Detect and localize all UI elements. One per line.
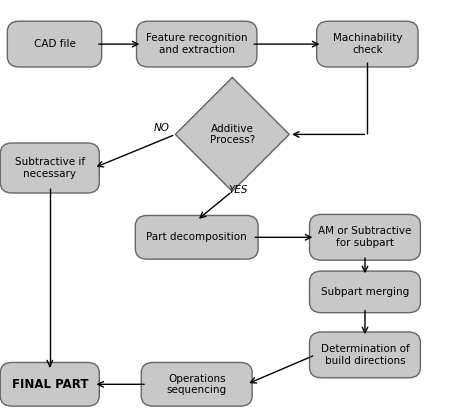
FancyBboxPatch shape — [317, 21, 418, 67]
FancyBboxPatch shape — [137, 21, 257, 67]
Text: Operations
sequencing: Operations sequencing — [167, 373, 227, 395]
FancyBboxPatch shape — [136, 215, 258, 259]
Text: YES: YES — [228, 185, 248, 195]
FancyBboxPatch shape — [8, 21, 101, 67]
FancyBboxPatch shape — [0, 362, 99, 406]
Text: Machinability
check: Machinability check — [333, 33, 402, 55]
FancyBboxPatch shape — [141, 362, 252, 406]
Text: Part decomposition: Part decomposition — [146, 232, 247, 242]
Text: Subtractive if
necessary: Subtractive if necessary — [15, 157, 85, 179]
Text: AM or Subtractive
for subpart: AM or Subtractive for subpart — [319, 226, 411, 248]
Text: Determination of
build directions: Determination of build directions — [320, 344, 410, 366]
FancyBboxPatch shape — [0, 143, 99, 193]
Text: CAD file: CAD file — [34, 39, 75, 49]
FancyBboxPatch shape — [310, 214, 420, 260]
Text: NO: NO — [153, 123, 169, 133]
Text: Feature recognition
and extraction: Feature recognition and extraction — [146, 33, 247, 55]
Text: Subpart merging: Subpart merging — [321, 287, 409, 297]
Text: FINAL PART: FINAL PART — [11, 378, 88, 391]
Text: Additive
Process?: Additive Process? — [210, 123, 255, 145]
FancyBboxPatch shape — [310, 271, 420, 312]
Polygon shape — [175, 78, 289, 191]
FancyBboxPatch shape — [310, 332, 420, 378]
